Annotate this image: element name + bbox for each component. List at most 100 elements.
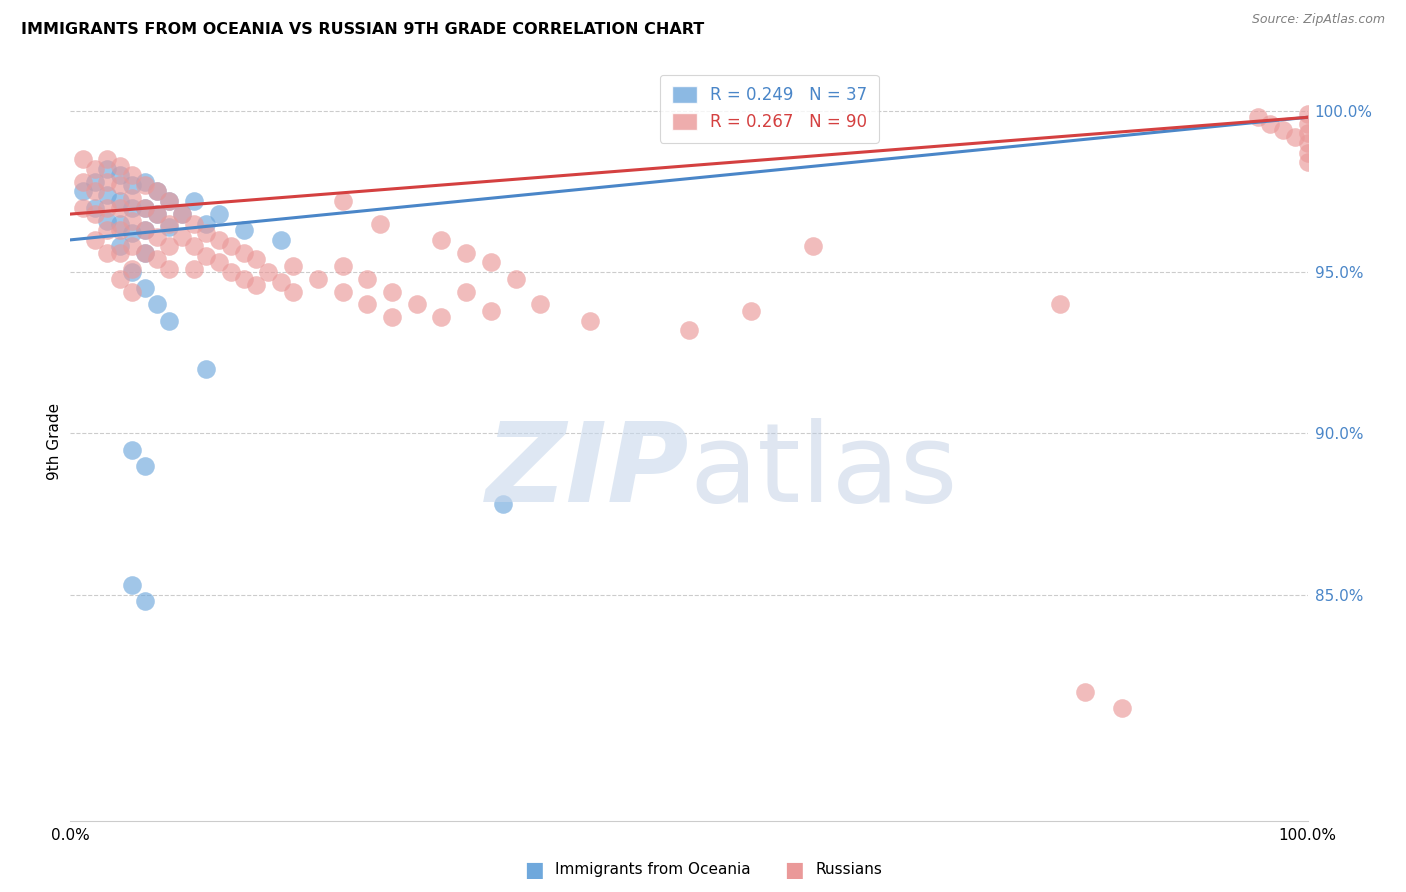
Point <box>281 285 304 299</box>
Point <box>381 285 404 299</box>
Point <box>245 278 267 293</box>
Point <box>1260 117 1282 131</box>
Point <box>108 159 131 173</box>
Point <box>108 271 131 285</box>
Point <box>232 223 254 237</box>
Point <box>121 442 143 457</box>
Point <box>108 194 131 209</box>
Point <box>134 178 156 192</box>
Point <box>195 217 218 231</box>
Point <box>405 297 427 311</box>
Point <box>157 313 180 327</box>
Point <box>108 178 131 192</box>
Point <box>170 229 193 244</box>
Point <box>121 227 143 241</box>
Point <box>1296 127 1319 141</box>
Point <box>72 185 94 199</box>
Point <box>121 169 143 183</box>
Point <box>134 223 156 237</box>
Point <box>157 194 180 209</box>
Point <box>368 217 391 231</box>
Point <box>134 201 156 215</box>
Point <box>245 252 267 267</box>
Point <box>332 194 354 209</box>
Point <box>195 362 218 376</box>
Point <box>505 271 527 285</box>
Point <box>121 201 143 215</box>
Point <box>146 185 169 199</box>
Point <box>84 161 107 176</box>
Point <box>121 213 143 227</box>
Point <box>96 175 118 189</box>
Point <box>740 304 762 318</box>
Point <box>146 207 169 221</box>
Point <box>146 297 169 311</box>
Point <box>96 153 118 167</box>
Point <box>72 153 94 167</box>
Point <box>492 498 515 512</box>
Point <box>1247 110 1270 124</box>
Point <box>356 271 378 285</box>
Point <box>195 249 218 263</box>
Point <box>121 261 143 276</box>
Point <box>121 239 143 253</box>
Text: Russians: Russians <box>815 863 883 877</box>
Point <box>96 201 118 215</box>
Point <box>108 239 131 253</box>
Point <box>430 310 453 325</box>
Point <box>121 191 143 205</box>
Point <box>1271 123 1294 137</box>
Point <box>332 285 354 299</box>
Legend: R = 0.249   N = 37, R = 0.267   N = 90: R = 0.249 N = 37, R = 0.267 N = 90 <box>659 75 879 143</box>
Point <box>281 259 304 273</box>
Point <box>157 261 180 276</box>
Point <box>72 201 94 215</box>
Point <box>183 239 205 253</box>
Point <box>84 175 107 189</box>
Point <box>84 233 107 247</box>
Point <box>1296 107 1319 121</box>
Point <box>170 207 193 221</box>
Point <box>1296 136 1319 150</box>
Point <box>1296 117 1319 131</box>
Point <box>479 255 502 269</box>
Point <box>157 219 180 234</box>
Text: ZIP: ZIP <box>485 418 689 525</box>
Text: ■: ■ <box>524 860 544 880</box>
Point <box>96 245 118 260</box>
Point <box>96 161 118 176</box>
Point <box>108 223 131 237</box>
Point <box>232 271 254 285</box>
Point <box>270 233 292 247</box>
Point <box>134 458 156 473</box>
Text: Source: ZipAtlas.com: Source: ZipAtlas.com <box>1251 13 1385 27</box>
Point <box>479 304 502 318</box>
Point <box>146 185 169 199</box>
Point <box>579 313 602 327</box>
Point <box>96 187 118 202</box>
Point <box>801 239 824 253</box>
Point <box>108 169 131 183</box>
Point <box>157 239 180 253</box>
Point <box>183 217 205 231</box>
Point <box>529 297 551 311</box>
Y-axis label: 9th Grade: 9th Grade <box>46 403 62 480</box>
Point <box>232 245 254 260</box>
Point <box>146 229 169 244</box>
Point <box>146 252 169 267</box>
Point <box>134 245 156 260</box>
Point <box>96 213 118 227</box>
Point <box>84 185 107 199</box>
Point <box>381 310 404 325</box>
Point <box>121 285 143 299</box>
Point <box>108 201 131 215</box>
Point <box>356 297 378 311</box>
Text: IMMIGRANTS FROM OCEANIA VS RUSSIAN 9TH GRADE CORRELATION CHART: IMMIGRANTS FROM OCEANIA VS RUSSIAN 9TH G… <box>21 22 704 37</box>
Point <box>430 233 453 247</box>
Text: ■: ■ <box>785 860 804 880</box>
Point <box>72 175 94 189</box>
Text: atlas: atlas <box>689 418 957 525</box>
Point <box>208 233 231 247</box>
Point <box>157 217 180 231</box>
Point <box>146 207 169 221</box>
